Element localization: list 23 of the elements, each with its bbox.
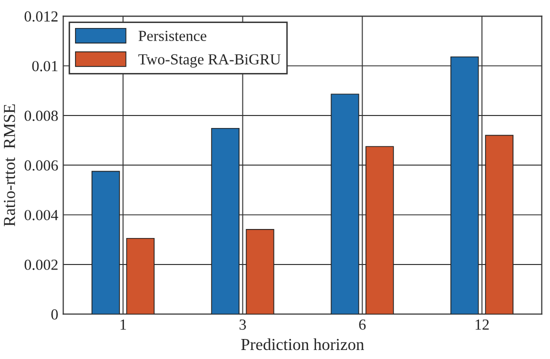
x-tick-label: 1 — [120, 320, 126, 330]
bar — [92, 170, 120, 314]
bar — [126, 238, 155, 314]
y-axis-title: Ratio-rttot RMSE — [4, 104, 16, 226]
y-tick-label: 0.002 — [24, 260, 58, 270]
y-tick-label: 0.01 — [32, 60, 58, 72]
bar — [365, 146, 394, 314]
x-tick-label: 6 — [359, 319, 366, 330]
bar — [450, 56, 479, 314]
bar — [485, 134, 514, 314]
bar — [246, 229, 274, 314]
y-tick-label: 0.008 — [24, 110, 58, 121]
y-tick-label: 0.004 — [24, 210, 58, 220]
x-tick-label: 12 — [476, 319, 489, 330]
x-tick-label: 3 — [240, 319, 246, 330]
y-tick-label: 0.006 — [24, 160, 58, 171]
legend-label: Two-Stage RA-BiGRU — [138, 54, 281, 68]
y-tick-label: 0.012 — [24, 11, 58, 22]
x-axis-title: Prediction horizon — [241, 338, 364, 350]
legend-label: Persistence — [138, 30, 206, 42]
y-tick-label: 0 — [51, 309, 58, 320]
bar — [211, 128, 240, 314]
bar — [330, 94, 360, 314]
